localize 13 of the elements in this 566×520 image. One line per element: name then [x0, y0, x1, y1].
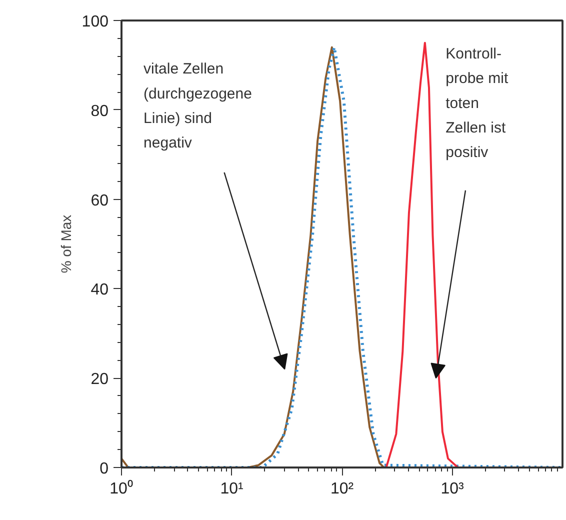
x-tick-label: 10³ — [440, 480, 464, 498]
x-tick-label: 10⁰ — [110, 480, 134, 498]
y-tick-label: 40 — [90, 282, 109, 299]
annotation: Kontroll- probe mit toten Zellen ist positiv — [446, 46, 509, 162]
y-tick-label: 20 — [90, 371, 109, 388]
x-tick-label: 10² — [330, 480, 354, 498]
y-tick-label: 80 — [90, 102, 109, 120]
x-tick-label: 10¹ — [220, 480, 244, 498]
y-axis-title: % of Max — [58, 214, 74, 274]
y-tick-label: 60 — [90, 192, 109, 210]
y-tick-label: 0 — [100, 460, 109, 478]
annotation: vitale Zellen (durchgezogene Linie) sind negativ — [144, 60, 252, 152]
y-tick-label: 100 — [82, 14, 109, 30]
